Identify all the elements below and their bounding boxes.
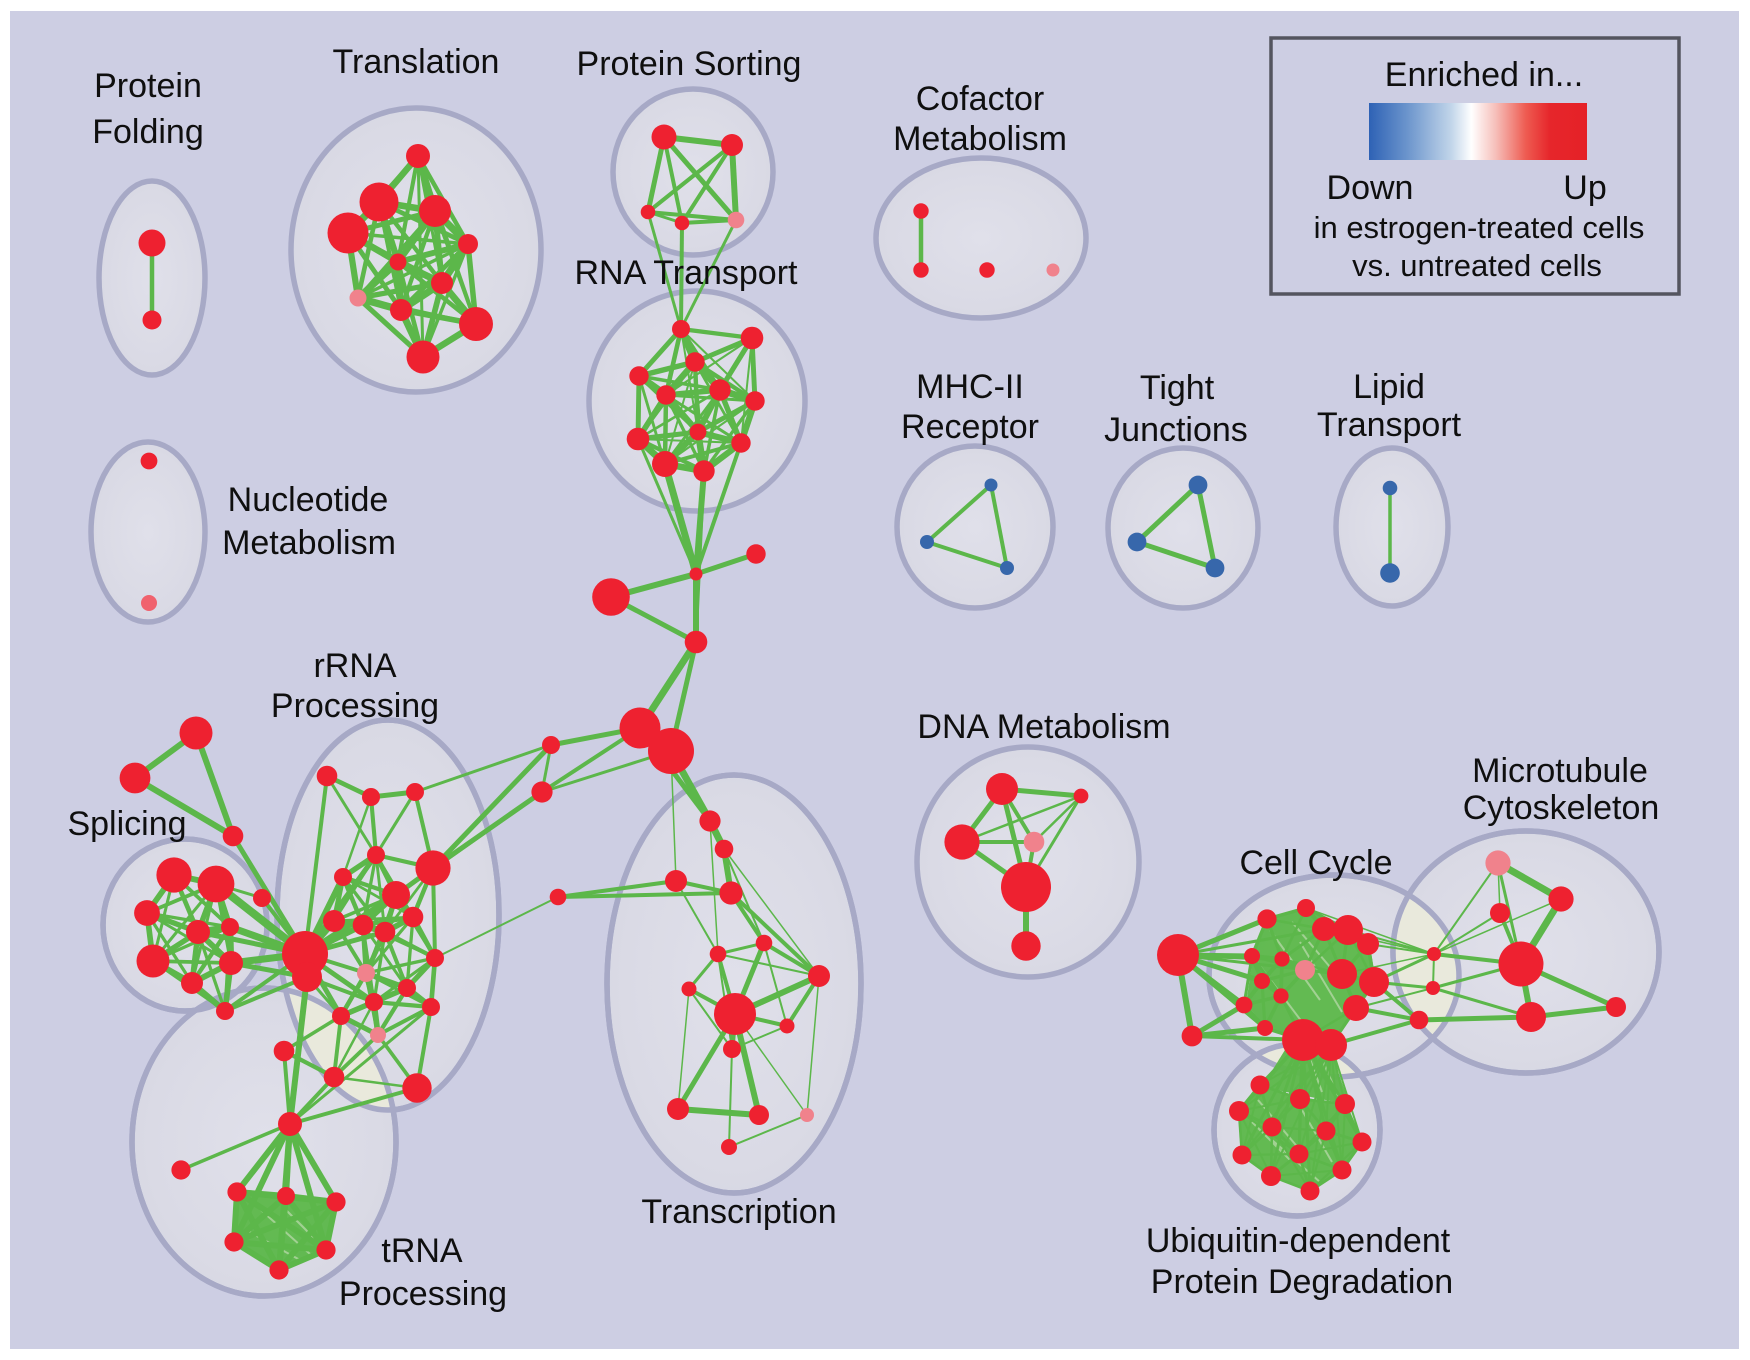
svg-text:Protein: Protein — [94, 67, 202, 105]
svg-text:Ubiquitin-dependent: Ubiquitin-dependent — [1146, 1222, 1451, 1260]
svg-text:Lipid: Lipid — [1353, 368, 1425, 406]
svg-text:Folding: Folding — [92, 113, 204, 151]
svg-text:RNA Transport: RNA Transport — [575, 254, 799, 292]
svg-text:tRNA: tRNA — [381, 1232, 463, 1270]
svg-text:Cofactor: Cofactor — [916, 80, 1045, 118]
svg-text:Enriched in...: Enriched in... — [1385, 56, 1583, 94]
svg-text:DNA Metabolism: DNA Metabolism — [917, 708, 1170, 746]
svg-text:Protein Sorting: Protein Sorting — [577, 45, 802, 83]
svg-text:Processing: Processing — [271, 687, 439, 725]
svg-text:Metabolism: Metabolism — [222, 524, 396, 562]
svg-text:Receptor: Receptor — [901, 408, 1039, 446]
svg-text:in estrogen-treated cells: in estrogen-treated cells — [1314, 210, 1645, 245]
svg-text:Junctions: Junctions — [1104, 411, 1248, 449]
svg-text:Nucleotide: Nucleotide — [228, 481, 389, 519]
svg-text:MHC-II: MHC-II — [916, 368, 1024, 406]
svg-text:Transport: Transport — [1317, 406, 1462, 444]
svg-text:Translation: Translation — [333, 43, 500, 81]
svg-text:Down: Down — [1327, 169, 1414, 207]
svg-text:Splicing: Splicing — [67, 805, 186, 843]
svg-text:Cell Cycle: Cell Cycle — [1239, 844, 1392, 882]
svg-text:rRNA: rRNA — [313, 647, 396, 685]
svg-text:Protein Degradation: Protein Degradation — [1151, 1263, 1453, 1301]
svg-text:Processing: Processing — [339, 1275, 507, 1313]
svg-text:Metabolism: Metabolism — [893, 120, 1067, 158]
svg-text:Cytoskeleton: Cytoskeleton — [1463, 789, 1660, 827]
svg-text:Microtubule: Microtubule — [1472, 752, 1648, 790]
svg-text:Up: Up — [1563, 169, 1606, 207]
svg-text:Transcription: Transcription — [641, 1193, 836, 1231]
svg-text:Tight: Tight — [1140, 369, 1215, 407]
svg-text:vs. untreated cells: vs. untreated cells — [1352, 248, 1602, 283]
